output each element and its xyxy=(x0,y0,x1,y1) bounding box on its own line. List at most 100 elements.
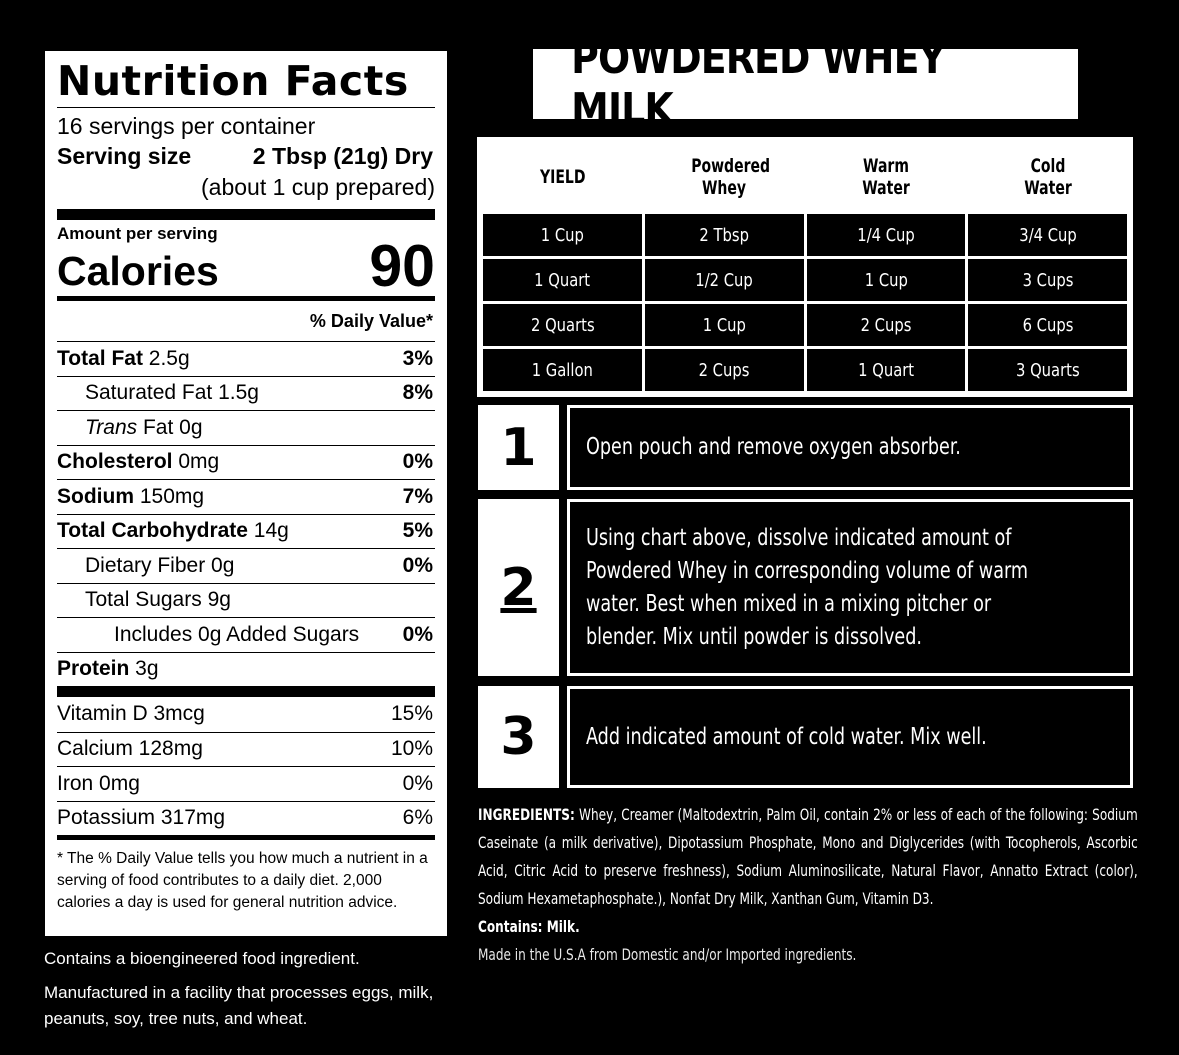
cell-text: 3 Cups xyxy=(1022,269,1074,291)
nutrient-label: Includes 0g Added Sugars xyxy=(114,622,360,646)
serving-size-label: Serving size xyxy=(57,143,192,169)
step-1-number: 1 xyxy=(478,405,559,490)
nutrition-facts-panel: Nutrition Facts 16 servings per containe… xyxy=(45,51,447,936)
nutrient-row-potassium: Potassium 317mg 6% xyxy=(57,800,435,836)
nutrient-amount: 3g xyxy=(129,657,159,681)
table-cell: 1 Gallon xyxy=(483,349,642,391)
nutrient-pct: 0% xyxy=(402,450,433,474)
prepared-note: (about 1 cup prepared) xyxy=(201,174,435,200)
nutrient-pct: 3% xyxy=(402,346,433,370)
step-3-instruction: Add indicated amount of cold water. Mix … xyxy=(567,686,1133,788)
nutrient-label: Vitamin D 3mcg xyxy=(57,702,205,726)
table-cell: 2 Quarts xyxy=(483,304,642,346)
ingredients-list: Whey, Creamer (Maltodextrin, Palm Oil, c… xyxy=(478,805,1138,908)
nutrient-label: Dietary Fiber 0g xyxy=(85,553,235,577)
cell-text: 2 Cups xyxy=(860,314,912,336)
cell-text: 6 Cups xyxy=(1022,314,1074,336)
nutrient-label: Total Sugars 9g xyxy=(85,588,231,612)
table-cell: 1/4 Cup xyxy=(806,214,966,256)
nutrient-label: Iron 0mg xyxy=(57,771,140,795)
table-cell: 1 Quart xyxy=(483,259,642,301)
nutrient-pct: 15% xyxy=(390,702,433,726)
step-text: Open pouch and remove oxygen absorber. xyxy=(586,434,961,460)
step-2-number: 2 xyxy=(478,499,559,676)
cell-text: 2 Cups xyxy=(698,359,750,381)
product-title: POWDERED WHEY MILK xyxy=(533,33,1078,135)
table-cell: 3 Cups xyxy=(968,259,1127,301)
header-text: Warm Water xyxy=(862,155,910,199)
cell-text: 2 Quarts xyxy=(530,314,595,336)
nutrient-row-saturated-fat: Saturated Fat 1.5g 8% xyxy=(57,375,435,411)
nutrient-pct: 6% xyxy=(402,806,433,830)
nutrient-label: Total Fat xyxy=(57,346,143,370)
header-text: Cold Water xyxy=(1023,155,1072,199)
calories-value: 90 xyxy=(369,233,435,299)
daily-value-header: % Daily Value* xyxy=(309,311,433,331)
step-text: Using chart above, dissolve indicated am… xyxy=(586,524,1028,650)
divider-medium xyxy=(57,296,435,301)
nutrient-label: Cholesterol xyxy=(57,450,173,474)
table-cell: 2 Cups xyxy=(806,304,966,346)
nutrient-row-vitamin-d: Vitamin D 3mcg 15% xyxy=(57,697,435,732)
header-text: YIELD xyxy=(539,166,586,188)
origin-note: Made in the U.S.A from Domestic and/or I… xyxy=(478,945,857,964)
nutrient-row-cholesterol: Cholesterol 0mg 0% xyxy=(57,444,435,480)
table-cell: 1 Quart xyxy=(806,349,966,391)
cell-text: 2 Tbsp xyxy=(699,224,749,246)
table-cell: 1 Cup xyxy=(644,304,804,346)
step-1-instruction: Open pouch and remove oxygen absorber. xyxy=(567,405,1133,490)
nutrient-label: Potassium 317mg xyxy=(57,806,226,830)
yield-table-grid: YIELD Powdered Whey Warm Water Cold Wate… xyxy=(480,140,1130,394)
table-row: 1 Gallon 2 Cups 1 Quart 3 Quarts xyxy=(483,349,1127,391)
cell-text: 1/2 Cup xyxy=(695,269,753,291)
cell-text: 1 Cup xyxy=(864,269,908,291)
table-header-row: YIELD Powdered Whey Warm Water Cold Wate… xyxy=(483,143,1127,211)
cell-text: 1 Cup xyxy=(540,224,584,246)
nutrient-amount: 150mg xyxy=(134,484,205,508)
table-cell: 2 Cups xyxy=(644,349,804,391)
table-cell: 3 Quarts xyxy=(968,349,1127,391)
cell-text: 3 Quarts xyxy=(1015,359,1080,381)
cell-text: 1 Cup xyxy=(702,314,746,336)
amount-per-serving: Amount per serving xyxy=(57,224,218,243)
divider-thick xyxy=(57,209,435,220)
serving-size-row: Serving size 2 Tbsp (21g) Dry xyxy=(57,140,435,172)
nutrient-label: Sodium xyxy=(57,484,134,508)
nutrient-label: Saturated Fat 1.5g xyxy=(85,381,259,405)
nutrient-pct: 0% xyxy=(402,622,433,646)
step-3-number: 3 xyxy=(478,686,559,788)
nutrient-amount: 14g xyxy=(247,519,289,543)
cell-text: 1/4 Cup xyxy=(857,224,915,246)
table-row: 1 Quart 1/2 Cup 1 Cup 3 Cups xyxy=(483,259,1127,301)
step-text: Add indicated amount of cold water. Mix … xyxy=(586,723,987,750)
nutrient-label: Trans xyxy=(85,415,138,439)
nutrient-label: Protein xyxy=(57,657,130,681)
nutrient-pct: 0% xyxy=(402,771,433,795)
nutrient-label: Total Carbohydrate xyxy=(57,519,248,543)
daily-value-footnote: * The % Daily Value tells you how much a… xyxy=(57,850,428,911)
cell-text: 1 Quart xyxy=(857,359,914,381)
cell-text: 3/4 Cup xyxy=(1018,224,1077,246)
table-cell: 1 Cup xyxy=(483,214,642,256)
table-cell: 1/2 Cup xyxy=(644,259,804,301)
ingredients-text: INGREDIENTS: Whey, Creamer (Maltodextrin… xyxy=(478,801,1138,913)
product-title-text: POWDERED WHEY MILK xyxy=(571,33,946,135)
column-header-yield: YIELD xyxy=(483,143,642,211)
nutrient-pct: 7% xyxy=(402,484,433,508)
header-text: Powdered Whey xyxy=(691,155,771,199)
nutrient-row-sodium: Sodium 150mg 7% xyxy=(57,479,435,514)
nutrient-row-protein: Protein 3g xyxy=(57,651,435,687)
nutrient-row-iron: Iron 0mg 0% xyxy=(57,766,435,801)
yield-table: YIELD Powdered Whey Warm Water Cold Wate… xyxy=(477,137,1133,397)
allergen-contains: Contains: Milk. xyxy=(478,917,580,936)
calories-label: Calories xyxy=(57,248,219,294)
servings-per-container: 16 servings per container xyxy=(57,113,316,139)
nutrient-amount: 2.5g xyxy=(142,346,190,370)
cell-text: 1 Quart xyxy=(534,269,591,291)
divider-medium xyxy=(57,835,435,840)
allergen-facility-note: Manufactured in a facility that processe… xyxy=(44,983,434,1028)
ingredients-block: INGREDIENTS: Whey, Creamer (Maltodextrin… xyxy=(478,801,1138,969)
table-cell: 1 Cup xyxy=(806,259,966,301)
calories-row: Calories 90 xyxy=(57,236,435,296)
nutrient-row-dietary-fiber: Dietary Fiber 0g 0% xyxy=(57,548,435,583)
